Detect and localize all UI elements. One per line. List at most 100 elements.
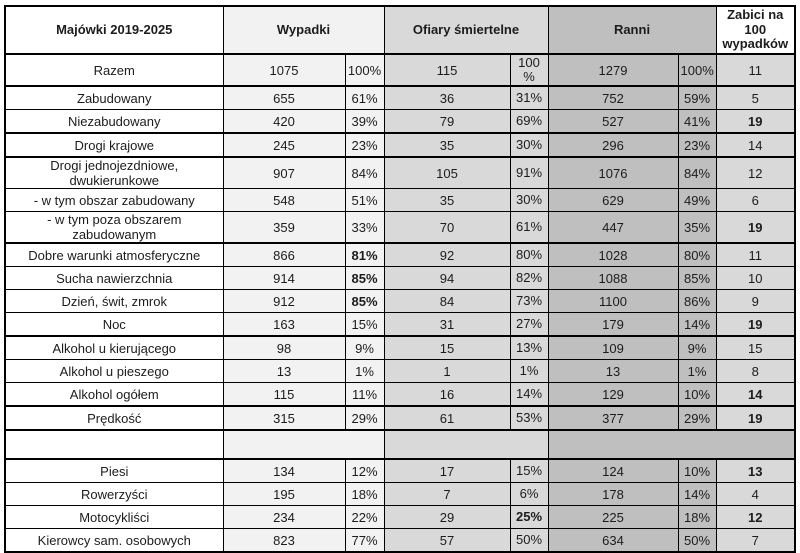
ofiary-count-cell: 17 xyxy=(383,458,511,483)
wypadki-percent-cell: 29% xyxy=(344,405,385,431)
wypadki-percent-cell: 100% xyxy=(344,53,385,87)
ofiary-count-cell: 92 xyxy=(383,242,511,267)
wypadki-percent-cell: 9% xyxy=(344,335,385,360)
wypadki-count-cell: 98 xyxy=(222,335,346,360)
ranni-percent-cell: 50% xyxy=(677,528,717,553)
ofiary-percent-cell: 31% xyxy=(509,85,549,110)
ofiary-percent-cell: 91% xyxy=(509,156,549,189)
zabici-na-100-cell: 10 xyxy=(715,266,796,290)
zabici-na-100-cell: 12 xyxy=(715,505,796,529)
table-row: Alkohol u pieszego 13 1% 1 1% 13 1% 8 xyxy=(4,359,796,383)
wypadki-percent-cell: 23% xyxy=(344,132,385,158)
wypadki-count-cell: 655 xyxy=(222,85,346,110)
ofiary-percent-cell: 13% xyxy=(509,335,549,360)
ranni-count-cell: 296 xyxy=(547,132,679,158)
zabici-na-100-cell: 14 xyxy=(715,132,796,158)
header-ofiary: Ofiary śmiertelne xyxy=(383,5,549,55)
wypadki-count-cell: 548 xyxy=(222,188,346,212)
ofiary-count-cell: 57 xyxy=(383,528,511,553)
zabici-na-100-cell: 5 xyxy=(715,85,796,110)
header-ranni: Ranni xyxy=(547,5,717,55)
row-label-cell: Razem xyxy=(4,53,224,87)
wypadki-percent-cell: 39% xyxy=(344,109,385,134)
table-row: Niezabudowany 420 39% 79 69% 527 41% 19 xyxy=(4,109,796,134)
wypadki-percent-cell: 15% xyxy=(344,312,385,337)
wypadki-percent-cell: 61% xyxy=(344,85,385,110)
wypadki-percent-cell: 85% xyxy=(344,289,385,313)
row-label-cell: Noc xyxy=(4,312,224,337)
ranni-percent-cell: 9% xyxy=(677,335,717,360)
table-row: Dzień, świt, zmrok 912 85% 84 73% 1100 86% 9 xyxy=(4,289,796,313)
ranni-percent-cell: 14% xyxy=(677,482,717,506)
ranni-percent-cell: 80% xyxy=(677,242,717,267)
ranni-count-cell: 377 xyxy=(547,405,679,431)
table-row: Alkohol u kierującego 98 9% 15 13% 109 9% 15 xyxy=(4,335,796,360)
ranni-percent-cell: 49% xyxy=(677,188,717,212)
ranni-count-cell: 225 xyxy=(547,505,679,529)
ofiary-percent-cell: 25% xyxy=(509,505,549,529)
zabici-na-100-cell: 11 xyxy=(715,242,796,267)
spacer-ranni-zabici-cell xyxy=(547,429,796,460)
ofiary-percent-cell: 30% xyxy=(509,132,549,158)
row-label-cell: Sucha nawierzchnia xyxy=(4,266,224,290)
wypadki-count-cell: 1075 xyxy=(222,53,346,87)
ofiary-percent-cell: 61% xyxy=(509,211,549,244)
row-label-cell: Alkohol u pieszego xyxy=(4,359,224,383)
ranni-percent-cell: 35% xyxy=(677,211,717,244)
ofiary-count-cell: 36 xyxy=(383,85,511,110)
spacer-row xyxy=(4,429,796,460)
table-body: Razem 1075 100% 115 100 % 1279 100% 11 Zabudowan… xyxy=(4,53,796,553)
ofiary-percent-cell: 27% xyxy=(509,312,549,337)
row-label-cell: - w tym poza obszarem zabudowanym xyxy=(4,211,224,244)
ranni-count-cell: 629 xyxy=(547,188,679,212)
row-label-cell: Dzień, świt, zmrok xyxy=(4,289,224,313)
row-label-cell: Drogi krajowe xyxy=(4,132,224,158)
ofiary-count-cell: 35 xyxy=(383,188,511,212)
wypadki-percent-cell: 84% xyxy=(344,156,385,189)
wypadki-count-cell: 245 xyxy=(222,132,346,158)
ranni-count-cell: 179 xyxy=(547,312,679,337)
accidents-stats-table: Majówki 2019-2025 Wypadki Ofiary śmierte… xyxy=(4,5,796,553)
ofiary-count-cell: 7 xyxy=(383,482,511,506)
ofiary-percent-cell: 80% xyxy=(509,242,549,267)
zabici-na-100-cell: 19 xyxy=(715,211,796,244)
ranni-percent-cell: 41% xyxy=(677,109,717,134)
wypadki-count-cell: 195 xyxy=(222,482,346,506)
ofiary-count-cell: 79 xyxy=(383,109,511,134)
ranni-percent-cell: 29% xyxy=(677,405,717,431)
zabici-na-100-cell: 6 xyxy=(715,188,796,212)
ranni-percent-cell: 59% xyxy=(677,85,717,110)
ofiary-count-cell: 29 xyxy=(383,505,511,529)
table-row: Piesi 134 12% 17 15% 124 10% 13 xyxy=(4,458,796,483)
table-row: Rowerzyści 195 18% 7 6% 178 14% 4 xyxy=(4,482,796,506)
zabici-na-100-cell: 4 xyxy=(715,482,796,506)
ofiary-count-cell: 1 xyxy=(383,359,511,383)
wypadki-percent-cell: 33% xyxy=(344,211,385,244)
table-row: Drogi krajowe 245 23% 35 30% 296 23% 14 xyxy=(4,132,796,158)
ranni-count-cell: 13 xyxy=(547,359,679,383)
ofiary-count-cell: 84 xyxy=(383,289,511,313)
wypadki-count-cell: 912 xyxy=(222,289,346,313)
ranni-percent-cell: 1% xyxy=(677,359,717,383)
zabici-na-100-cell: 15 xyxy=(715,335,796,360)
ranni-count-cell: 109 xyxy=(547,335,679,360)
zabici-na-100-cell: 19 xyxy=(715,109,796,134)
wypadki-count-cell: 234 xyxy=(222,505,346,529)
ofiary-count-cell: 15 xyxy=(383,335,511,360)
wypadki-count-cell: 315 xyxy=(222,405,346,431)
wypadki-count-cell: 115 xyxy=(222,382,346,407)
wypadki-count-cell: 134 xyxy=(222,458,346,483)
wypadki-percent-cell: 85% xyxy=(344,266,385,290)
wypadki-percent-cell: 18% xyxy=(344,482,385,506)
table-row: Noc 163 15% 31 27% 179 14% 19 xyxy=(4,312,796,337)
wypadki-percent-cell: 11% xyxy=(344,382,385,407)
spacer-wypadki-cell xyxy=(222,429,385,460)
spacer-ofiary-cell xyxy=(383,429,549,460)
wypadki-count-cell: 359 xyxy=(222,211,346,244)
row-label-cell: Zabudowany xyxy=(4,85,224,110)
zabici-na-100-cell: 9 xyxy=(715,289,796,313)
ranni-count-cell: 129 xyxy=(547,382,679,407)
zabici-na-100-cell: 19 xyxy=(715,312,796,337)
table-row: Sucha nawierzchnia 914 85% 94 82% 1088 85% 10 xyxy=(4,266,796,290)
ranni-count-cell: 447 xyxy=(547,211,679,244)
